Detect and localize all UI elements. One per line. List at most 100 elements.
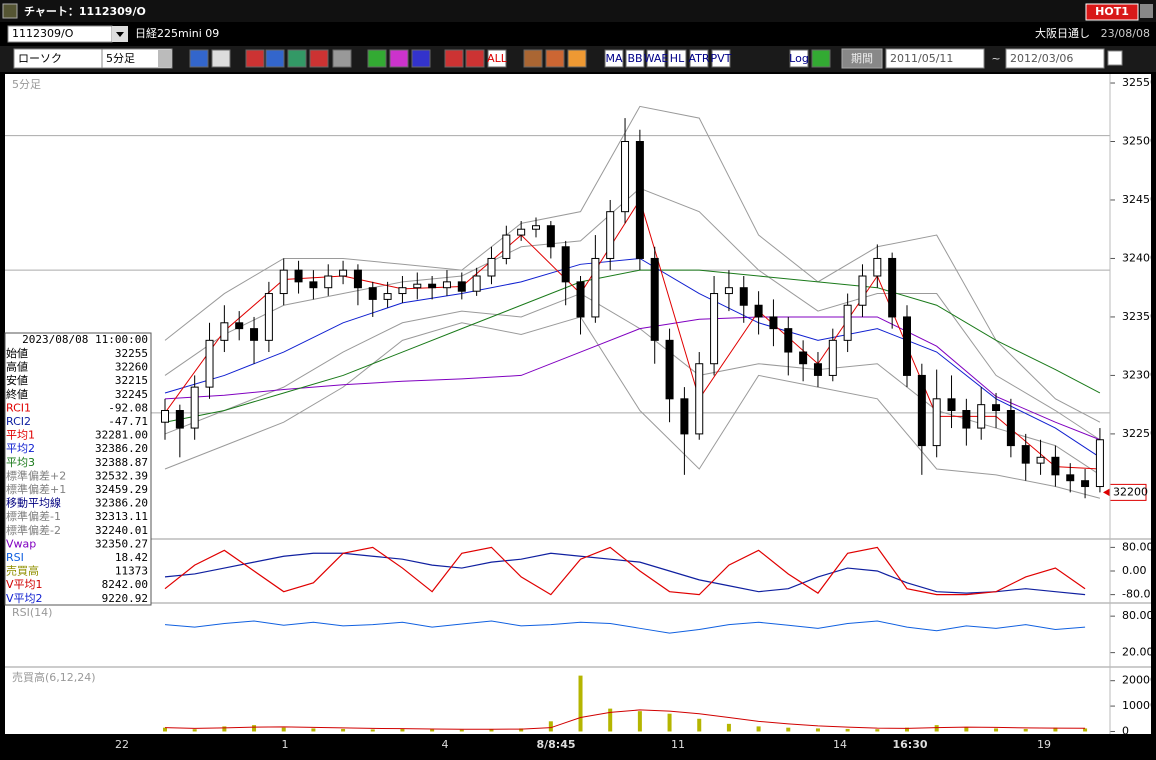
x-tick-label: 14 — [833, 738, 847, 751]
tool-button[interactable] — [545, 49, 565, 68]
chart-area — [5, 74, 1151, 734]
candle-body — [220, 322, 229, 341]
interval-dropdown[interactable] — [158, 50, 172, 67]
toolbar-icons: MA BB WAE HL ATR PVT Log ALL — [189, 49, 831, 68]
end-date-box[interactable] — [1005, 48, 1105, 69]
tool-button[interactable] — [309, 49, 329, 68]
candle-body — [294, 269, 303, 283]
tool-button[interactable] — [487, 49, 507, 68]
indicator-line — [164, 316, 1101, 441]
info-value: 32532.39 — [95, 469, 148, 482]
tool-label[interactable]: WAE — [644, 52, 669, 65]
tool-button[interactable] — [389, 49, 409, 68]
volume-bar — [845, 728, 850, 732]
tool-button[interactable] — [789, 49, 809, 68]
candle-body — [1051, 456, 1060, 476]
y-tick-label: 32400 — [1122, 251, 1156, 264]
tool-button[interactable] — [211, 49, 231, 68]
interval[interactable]: 5分足 — [106, 52, 135, 65]
info-value: 32388.87 — [95, 456, 148, 469]
candle-body — [383, 293, 392, 300]
volume-bar — [252, 725, 257, 732]
chart-type[interactable]: ローソク — [18, 52, 62, 65]
volume-bar — [815, 728, 820, 732]
volume-bar — [489, 729, 494, 732]
period-button[interactable] — [841, 48, 883, 69]
tool-button[interactable] — [465, 49, 485, 68]
tool-button[interactable] — [444, 49, 464, 68]
tool-button[interactable] — [689, 49, 709, 68]
candle-body — [250, 328, 259, 341]
candle-body — [1036, 456, 1045, 464]
tool-button[interactable] — [189, 49, 209, 68]
tool-button[interactable] — [523, 49, 543, 68]
volume-bar — [994, 728, 999, 732]
plot: 32250 32300 32350 32400 32450 32500 32550 32200… — [5, 76, 1156, 737]
candle-body — [413, 283, 422, 289]
volume-bar — [1083, 728, 1088, 732]
candle-body — [799, 351, 808, 365]
info-panel — [4, 332, 152, 606]
candle-body — [606, 211, 615, 259]
indicator-line — [164, 269, 1101, 423]
instrument-name: 日経225mini 09 — [135, 27, 219, 40]
tool-button[interactable] — [625, 49, 645, 68]
code[interactable]: 1112309/O — [12, 27, 74, 40]
volume-bar — [578, 675, 583, 732]
volume-bar — [370, 729, 375, 732]
start-date[interactable]: 2011/05/11 — [890, 52, 953, 65]
x-tick-label: 1 — [282, 738, 289, 751]
tool-button[interactable] — [646, 49, 666, 68]
candle-body — [724, 287, 733, 295]
price-panel-label: 5分足 — [12, 78, 41, 91]
tool-label[interactable]: HL — [670, 52, 685, 65]
tool-label[interactable]: MA — [605, 52, 622, 65]
period-label[interactable]: 期間 — [851, 52, 873, 65]
volume-bar — [1023, 728, 1028, 732]
end-date[interactable]: 2012/03/06 — [1010, 52, 1073, 65]
hot-button[interactable] — [1085, 3, 1139, 21]
tool-label[interactable]: BB — [627, 52, 642, 65]
candle-body — [962, 410, 971, 429]
volume-bar — [905, 727, 909, 732]
info-value: 32350.27 — [95, 537, 148, 550]
tool-button[interactable] — [711, 49, 731, 68]
tool-button[interactable] — [411, 49, 431, 68]
app-icon — [2, 3, 18, 19]
candle-body — [695, 363, 704, 435]
y-tick-label: 80.00 — [1122, 540, 1154, 553]
candle-body — [175, 410, 184, 429]
tool-button[interactable] — [567, 49, 587, 68]
candle-body — [532, 225, 540, 230]
candle-body — [858, 275, 867, 306]
hot-label[interactable]: HOT1 — [1095, 5, 1129, 18]
volume-bar — [964, 726, 969, 732]
y-tick-label: 32450 — [1122, 193, 1156, 206]
indicator-line — [164, 316, 1101, 499]
candle-body — [947, 398, 956, 412]
tool-button[interactable] — [367, 49, 387, 68]
tool-button[interactable] — [332, 49, 352, 68]
tool-label[interactable]: ALL — [487, 52, 508, 65]
tool-button[interactable] — [245, 49, 265, 68]
tool-button[interactable] — [604, 49, 624, 68]
candle-body — [235, 322, 244, 330]
tool-label[interactable]: Log — [789, 52, 809, 65]
tool-button[interactable] — [287, 49, 307, 68]
volume-bar — [875, 729, 880, 732]
checkbox[interactable] — [1107, 50, 1123, 66]
info-value: 9220.92 — [102, 592, 148, 605]
info-label: RSI — [6, 551, 24, 564]
tool-button[interactable] — [811, 49, 831, 68]
close-button[interactable] — [1140, 4, 1153, 18]
tool-label[interactable]: PVT — [711, 52, 732, 65]
candle-body — [1081, 480, 1090, 488]
tool-button[interactable] — [667, 49, 687, 68]
tool-button[interactable] — [265, 49, 285, 68]
indicator-line — [164, 546, 1086, 596]
start-date-box[interactable] — [885, 48, 985, 69]
y-tick-label: 80.00 — [1122, 609, 1154, 622]
candle-body — [205, 339, 214, 388]
tool-label[interactable]: ATR — [688, 52, 709, 65]
candle-body — [754, 304, 763, 318]
